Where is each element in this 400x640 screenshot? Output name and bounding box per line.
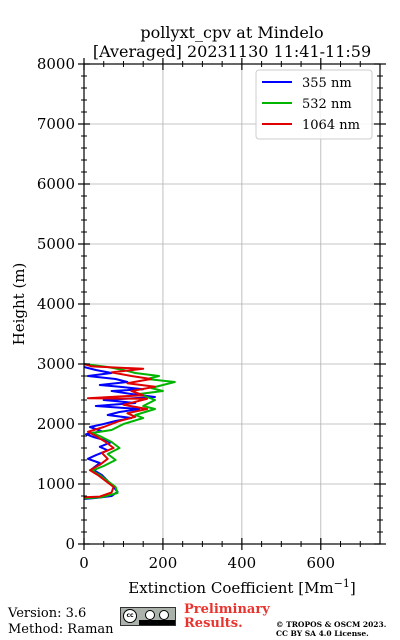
x-tick-label: 600 <box>306 554 335 572</box>
version-label: Version: 3.6 <box>8 606 87 621</box>
y-tick-label: 0 <box>65 535 75 553</box>
y-tick-label: 6000 <box>37 175 75 193</box>
legend-label: 1064 nm <box>302 118 360 133</box>
x-tick-label: 0 <box>79 554 89 572</box>
preliminary-label: Preliminary <box>184 602 270 617</box>
y-tick-label: 4000 <box>37 295 75 313</box>
x-axis-label: Extinction Coefficient [Mm−1] <box>128 577 355 598</box>
y-tick-label: 1000 <box>37 475 75 493</box>
series-line-1064-nm <box>83 363 156 499</box>
chart-title: pollyxt_cpv at Mindelo <box>140 23 324 42</box>
cc-by-icon <box>145 610 155 620</box>
y-tick-label: 3000 <box>37 355 75 373</box>
series-line-355-nm <box>83 366 156 500</box>
copyright-line-2: CC BY SA 4.0 License. <box>276 629 369 638</box>
y-axis-label: Height (m) <box>10 263 28 346</box>
cc-by-sa-icon: cc <box>120 607 176 626</box>
chart-subtitle: [Averaged] 20231130 11:41-11:59 <box>92 42 372 61</box>
cc-sa-icon <box>159 610 169 620</box>
x-tick-label: 200 <box>149 554 178 572</box>
method-label: Method: Raman <box>8 622 114 637</box>
cc-strip <box>139 620 175 625</box>
legend-label: 532 nm <box>302 97 352 112</box>
results-label: Results. <box>184 616 243 631</box>
cc-logo-icon: cc <box>123 609 137 623</box>
legend-label: 355 nm <box>302 76 352 91</box>
copyright-line-1: © TROPOS & OSCM 2023. <box>276 620 387 629</box>
y-tick-label: 2000 <box>37 415 75 433</box>
y-tick-label: 8000 <box>37 55 75 73</box>
y-tick-label: 7000 <box>37 115 75 133</box>
y-tick-label: 5000 <box>37 235 75 253</box>
x-tick-label: 400 <box>228 554 257 572</box>
legend-box <box>255 69 373 140</box>
